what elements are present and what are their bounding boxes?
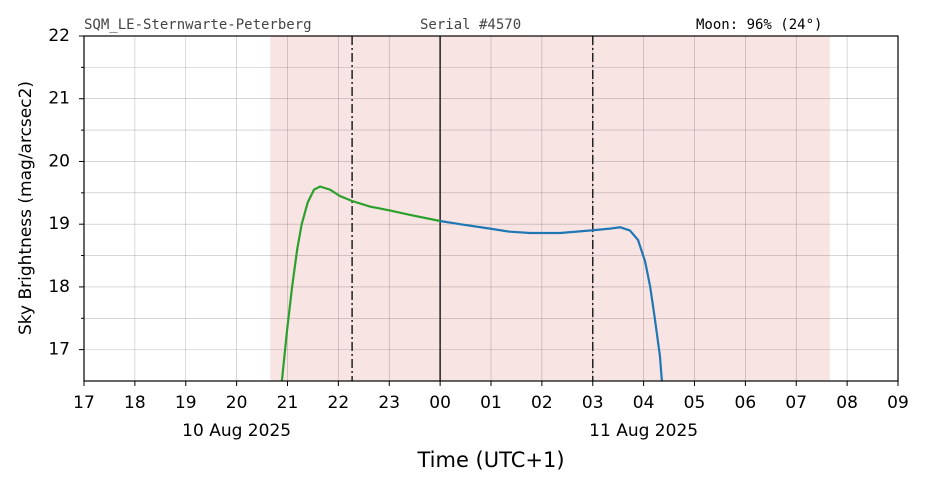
data-line — [280, 185, 441, 381]
x-tick-label: 02 — [531, 393, 553, 413]
x-tick-label: 04 — [633, 393, 655, 413]
night-span — [270, 36, 830, 381]
x-tick-label: 22 — [328, 393, 350, 413]
moon-info: Moon: 96% (24°) — [696, 17, 822, 33]
date-label: 10 Aug 2025 — [182, 421, 291, 441]
y-tick-label: 21 — [48, 89, 70, 109]
x-tick-label: 03 — [582, 393, 604, 413]
x-tick-label: 20 — [226, 393, 248, 413]
y-axis-label: Sky Brightness (mag/arcsec2) — [16, 81, 36, 335]
x-tick-label: 23 — [378, 393, 400, 413]
x-tick-label: 19 — [175, 393, 197, 413]
y-tick-label: 20 — [48, 151, 70, 171]
station-name: SQM_LE-Sternwarte-Peterberg — [84, 17, 312, 33]
x-tick-label: 17 — [73, 393, 95, 413]
x-tick-label: 09 — [887, 393, 909, 413]
y-tick-label: 19 — [48, 214, 70, 234]
y-tick-label: 17 — [48, 340, 70, 360]
x-tick-label: 01 — [480, 393, 502, 413]
x-axis-label: Time (UTC+1) — [416, 448, 564, 472]
x-tick-label: 00 — [429, 393, 451, 413]
y-tick-label: 22 — [48, 26, 70, 46]
date-label: 11 Aug 2025 — [589, 421, 698, 441]
x-tick-label: 18 — [124, 393, 146, 413]
x-tick-label: 21 — [277, 393, 299, 413]
x-tick-label: 07 — [785, 393, 807, 413]
x-tick-label: 08 — [836, 393, 858, 413]
x-tick-label: 05 — [684, 393, 706, 413]
serial: Serial #4570 — [420, 17, 521, 33]
y-tick-label: 18 — [48, 277, 70, 297]
data-line — [439, 219, 663, 381]
x-tick-label: 06 — [735, 393, 757, 413]
